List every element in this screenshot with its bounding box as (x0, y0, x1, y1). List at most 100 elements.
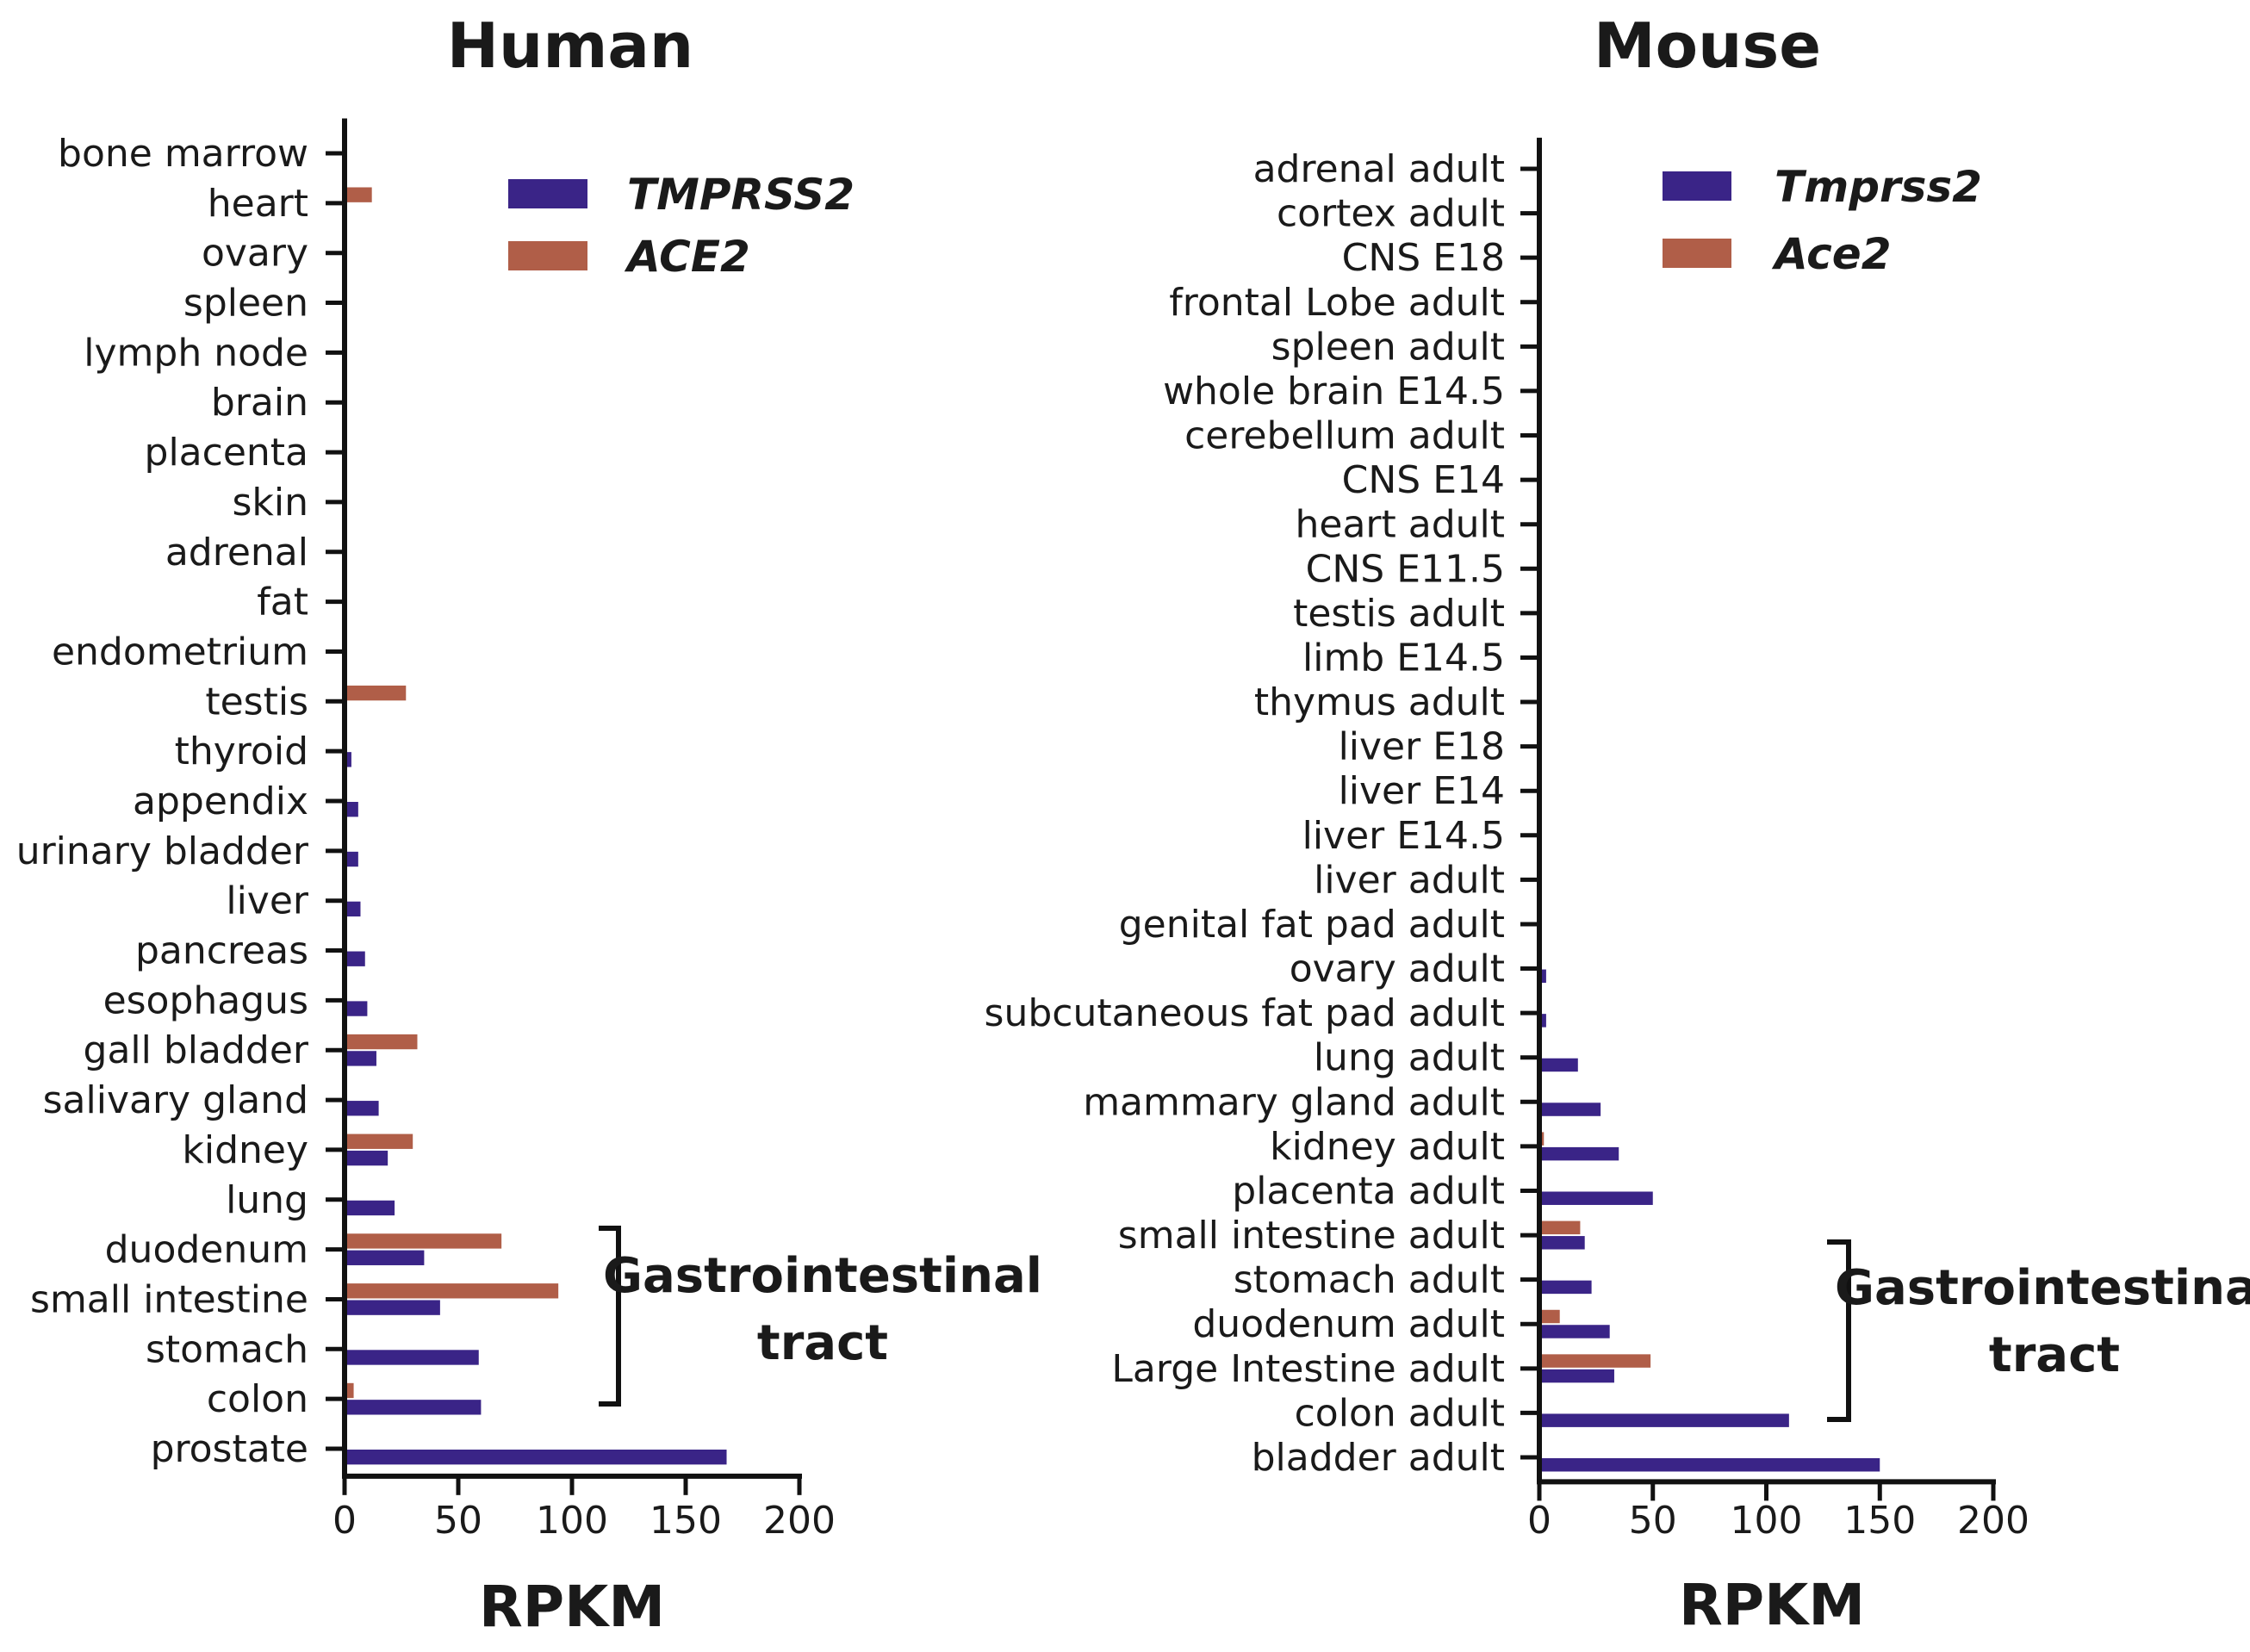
category-label: genital fat pad adult (1119, 903, 1505, 947)
category-label: appendix (133, 779, 308, 823)
bar-tmprss2 (1539, 1058, 1578, 1072)
human-panel: Human bone marrow heart ovary spleen lymph no… (16, 9, 1042, 1640)
category-label: stomach (146, 1327, 308, 1371)
x-tick-label: 0 (1527, 1499, 1551, 1543)
category-label: frontal Lobe adult (1169, 281, 1505, 325)
x-tick-label: 50 (1629, 1499, 1677, 1543)
x-axis-label: RPKM (479, 1574, 665, 1640)
x-tick-label: 100 (1731, 1499, 1803, 1543)
x-tick-label: 150 (1843, 1499, 1916, 1543)
bracket-label: tract (757, 1315, 888, 1371)
legend-swatch-ace2 (508, 241, 587, 270)
bar-ace2 (345, 1133, 413, 1149)
x-tick-label: 200 (763, 1499, 836, 1543)
category-label: esophagus (103, 978, 308, 1022)
x-tick-label: 0 (333, 1499, 357, 1543)
bar-tmprss2 (1539, 1146, 1619, 1161)
bracket-label: tract (1989, 1327, 2120, 1383)
bar-tmprss2 (345, 1051, 376, 1066)
bar-tmprss2 (1539, 969, 1546, 984)
category-label: heart (208, 182, 308, 226)
legend-label: Tmprss2 (1775, 162, 1982, 212)
bar-ace2 (345, 685, 407, 701)
category-label: pancreas (135, 929, 308, 973)
category-label: bladder adult (1252, 1436, 1505, 1480)
category-label: Large Intestine adult (1111, 1347, 1505, 1391)
category-label: thymus adult (1254, 680, 1505, 724)
category-label: liver E18 (1339, 725, 1505, 769)
bar-tmprss2 (1539, 1458, 1880, 1472)
category-label: brain (211, 381, 308, 425)
category-label: skin (232, 481, 308, 525)
category-label: fat (257, 581, 308, 624)
bar-ace2 (1539, 1354, 1651, 1368)
category-label: spleen adult (1271, 325, 1505, 369)
category-label: salivary gland (43, 1078, 308, 1122)
category-label: cerebellum adult (1184, 414, 1505, 458)
category-label: cortex adult (1277, 192, 1505, 236)
bar-ace2 (345, 1283, 559, 1299)
x-tick-label: 100 (536, 1499, 608, 1543)
bar-tmprss2 (345, 1400, 482, 1415)
category-label: kidney adult (1270, 1125, 1505, 1169)
chart-title: Human (447, 9, 693, 82)
category-label: urinary bladder (16, 829, 309, 873)
bar-ace2 (345, 1233, 502, 1249)
category-label: liver E14.5 (1302, 814, 1505, 858)
category-label: lung (226, 1178, 308, 1222)
category-label: lymph node (84, 331, 308, 375)
x-axis-label: RPKM (1679, 1572, 1865, 1638)
category-label: mammary gland adult (1083, 1080, 1505, 1124)
bar-tmprss2 (345, 1300, 440, 1315)
bar-tmprss2 (345, 1101, 379, 1116)
category-label: CNS E18 (1342, 236, 1505, 280)
x-tick-label: 50 (434, 1499, 482, 1543)
category-label: liver (226, 879, 309, 923)
gi-bracket (599, 1226, 621, 1407)
bar-tmprss2 (345, 1350, 479, 1365)
category-label: liver adult (1314, 858, 1505, 902)
legend-label: Ace2 (1771, 229, 1892, 279)
bracket-label: Gastrointestinal (1835, 1260, 2250, 1316)
bar-ace2 (1539, 1220, 1581, 1235)
x-tick-label: 200 (1957, 1499, 2029, 1543)
bar-tmprss2 (345, 802, 358, 817)
bar-tmprss2 (345, 901, 361, 917)
category-label: spleen (183, 282, 308, 326)
category-label: whole brain E14.5 (1163, 370, 1505, 413)
category-label: gall bladder (84, 1028, 309, 1072)
bar-ace2 (1539, 1309, 1560, 1324)
x-tick-label: 150 (650, 1499, 722, 1543)
bar-tmprss2 (345, 1450, 727, 1465)
bar-tmprss2 (345, 1001, 368, 1016)
bar-ace2 (345, 1034, 418, 1050)
bracket-label: Gastrointestinal (603, 1248, 1042, 1304)
bar-tmprss2 (345, 851, 358, 867)
bar-tmprss2 (345, 1200, 395, 1216)
bar-tmprss2 (1539, 1280, 1592, 1295)
category-label: colon adult (1295, 1391, 1505, 1435)
category-label: small intestine adult (1118, 1214, 1505, 1258)
category-label: bone marrow (58, 132, 308, 176)
category-label: adrenal adult (1253, 147, 1505, 191)
bar-tmprss2 (345, 1250, 425, 1265)
category-label: duodenum (105, 1228, 308, 1272)
chart-title: Mouse (1594, 9, 1821, 82)
category-label: ovary (202, 232, 308, 276)
bar-tmprss2 (1539, 1236, 1585, 1250)
category-label: heart adult (1295, 503, 1505, 547)
bar-tmprss2 (345, 951, 365, 966)
legend-swatch-tmprss2 (508, 179, 587, 208)
bar-tmprss2 (1539, 1191, 1653, 1205)
legend-swatch-ace2 (1663, 239, 1731, 268)
category-label: ovary adult (1290, 947, 1505, 991)
category-label: testis (205, 680, 308, 724)
category-label: duodenum adult (1192, 1302, 1505, 1346)
category-label: lung adult (1314, 1036, 1505, 1080)
bar-tmprss2 (1539, 1014, 1546, 1028)
category-label: limb E14.5 (1302, 636, 1505, 680)
legend-label: TMPRSS2 (627, 170, 855, 220)
category-label: CNS E11.5 (1306, 547, 1505, 591)
